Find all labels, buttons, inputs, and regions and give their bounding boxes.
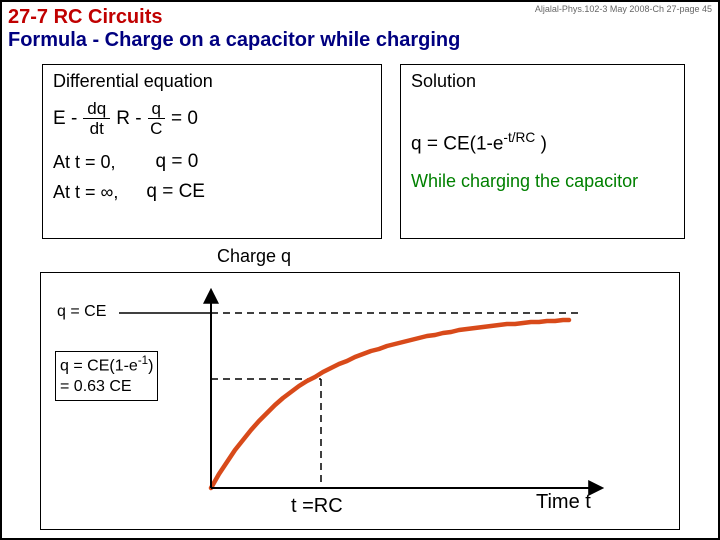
eq-q: q bbox=[148, 100, 165, 119]
at-tinf-row: At t = ∞, q = CE bbox=[53, 181, 371, 203]
eq-dt: dt bbox=[90, 119, 104, 137]
differential-equation-box: Differential equation E - dq dt R - q C … bbox=[42, 64, 382, 239]
eq-C: C bbox=[150, 119, 162, 137]
chart-container: q = CE q = CE(1-e-1) = 0.63 CE t =RC Tim… bbox=[40, 272, 680, 530]
y063-exp: -1 bbox=[138, 355, 148, 367]
charging-note: While charging the capacitor bbox=[411, 171, 674, 192]
eq-part-E: E - bbox=[53, 108, 77, 130]
section-title: 27-7 RC Circuits bbox=[8, 6, 460, 29]
sol-exp: -t/RC bbox=[503, 130, 535, 145]
y-tick-label-CE: q = CE bbox=[57, 303, 106, 321]
y063-line2: = 0.63 CE bbox=[60, 377, 153, 398]
subtitle: Formula - Charge on a capacitor while ch… bbox=[8, 29, 460, 52]
header-reference: Aljalal-Phys.102-3 May 2008-Ch 27-page 4… bbox=[535, 4, 712, 14]
sol-suffix: ) bbox=[535, 133, 547, 154]
at-t0-row: At t = 0, q = 0 bbox=[53, 151, 371, 173]
diff-eq-formula: E - dq dt R - q C = 0 bbox=[53, 100, 371, 137]
eq-part-R: R - bbox=[116, 108, 141, 130]
y-tick-label-063CE: q = CE(1-e-1) = 0.63 CE bbox=[55, 351, 158, 401]
y063-l1b: ) bbox=[148, 357, 153, 374]
at-tinf-rhs: q = CE bbox=[146, 181, 205, 203]
sol-prefix: q = CE(1-e bbox=[411, 133, 503, 154]
title-block: 27-7 RC Circuits Formula - Charge on a c… bbox=[8, 6, 460, 52]
y063-l1a: q = CE(1-e bbox=[60, 357, 138, 374]
at-t0-rhs: q = 0 bbox=[156, 151, 199, 173]
solution-box: Solution q = CE(1-e-t/RC ) While chargin… bbox=[400, 64, 685, 239]
x-axis-label: Time t bbox=[536, 491, 591, 514]
y063-line1: q = CE(1-e-1) bbox=[60, 354, 153, 377]
solution-heading: Solution bbox=[411, 71, 674, 92]
chart-y-title: Charge q bbox=[217, 246, 291, 267]
eq-eq0: = 0 bbox=[171, 108, 198, 130]
solution-formula: q = CE(1-e-t/RC ) bbox=[411, 130, 674, 155]
at-tinf-lhs: At t = ∞, bbox=[53, 182, 118, 203]
x-tick-label-RC: t =RC bbox=[291, 495, 343, 518]
diff-eq-heading: Differential equation bbox=[53, 71, 371, 92]
eq-frac-dqdt: dq dt bbox=[83, 100, 110, 137]
eq-frac-qC: q C bbox=[148, 100, 165, 137]
eq-dq: dq bbox=[83, 100, 110, 119]
at-t0-lhs: At t = 0, bbox=[53, 152, 116, 173]
